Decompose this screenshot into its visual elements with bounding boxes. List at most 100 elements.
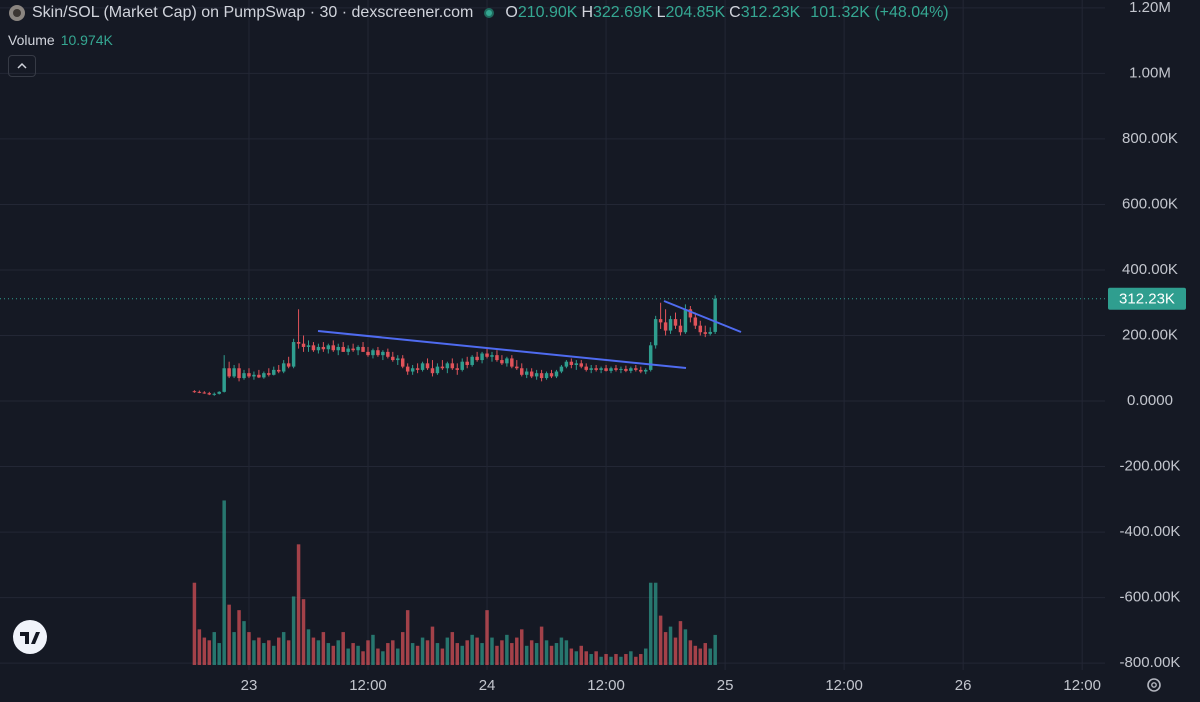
candle-body	[257, 374, 261, 378]
legend-value: 312.23K	[740, 4, 801, 21]
volume-bar	[440, 648, 445, 665]
candle-body	[594, 368, 598, 370]
candle-body	[286, 363, 291, 367]
candle-body	[569, 361, 574, 365]
y-tick-label: 800.00K	[1122, 130, 1178, 147]
candle-body	[212, 393, 216, 395]
candle-body	[207, 393, 212, 395]
candle-body	[202, 392, 207, 394]
candle-body	[634, 368, 638, 370]
candle-body	[321, 346, 326, 350]
legend-key: O	[505, 4, 518, 21]
volume-bar	[296, 544, 301, 665]
x-tick-label: 12:00	[587, 677, 625, 694]
volume-bar	[549, 645, 554, 665]
volume-bar	[262, 643, 266, 665]
candle-body	[639, 369, 643, 372]
candle-body	[539, 373, 544, 379]
volume-bar	[227, 604, 231, 665]
volume-bar	[450, 632, 455, 665]
collapse-button[interactable]	[8, 55, 36, 77]
volume-bar	[321, 632, 326, 665]
candle-body	[470, 356, 474, 365]
candle-body	[242, 373, 246, 379]
volume-bar	[574, 651, 579, 665]
candle-body	[693, 317, 698, 326]
candle-body	[673, 319, 678, 326]
y-tick-label: -400.00K	[1120, 523, 1181, 540]
volume-bar	[539, 626, 544, 665]
volume-bar	[495, 645, 499, 665]
candle-body	[237, 368, 241, 379]
candle-body	[262, 373, 266, 378]
candle-body	[688, 309, 693, 318]
candle-body	[336, 346, 340, 351]
candle-body	[614, 368, 618, 370]
candle-body	[435, 366, 440, 374]
last-price-label: 312.23K	[1119, 291, 1175, 308]
volume-bar	[554, 643, 559, 665]
token-icon	[9, 5, 25, 21]
candle-body	[653, 319, 658, 346]
volume-bar	[465, 640, 469, 665]
candle-body	[579, 363, 584, 367]
candle-body	[455, 368, 460, 370]
volume-bar	[405, 610, 410, 665]
volume-bar	[648, 582, 653, 665]
volume-bar	[490, 637, 494, 665]
y-tick-label: 400.00K	[1122, 261, 1178, 278]
volume-bar	[520, 629, 524, 665]
volume-bar	[564, 640, 569, 665]
volume-bar	[207, 640, 212, 665]
volume-bar	[505, 634, 509, 665]
volume-bar	[316, 640, 321, 665]
candle-body	[584, 366, 588, 370]
x-tick-label: 26	[955, 677, 972, 694]
volume-bar	[470, 634, 474, 665]
candle-body	[505, 358, 509, 364]
volume-bar	[286, 640, 291, 665]
volume-bar	[281, 632, 286, 665]
header: Skin/SOL (Market Cap) on PumpSwap · 30 ·…	[8, 4, 953, 22]
legend-value: 322.69K	[593, 4, 653, 21]
candle-body	[515, 366, 519, 369]
candle-body	[361, 346, 365, 352]
candle-body	[490, 355, 494, 357]
volume-bar	[326, 643, 331, 665]
volume-bar	[529, 640, 534, 665]
y-tick-label: 1.00M	[1129, 64, 1171, 81]
candle-body	[609, 368, 613, 371]
volume-bar	[658, 615, 663, 665]
chevron-icon	[17, 62, 27, 69]
volume-bar	[420, 637, 425, 665]
candle-body	[252, 374, 256, 377]
last-price-tag	[1108, 287, 1186, 310]
volume-bar	[425, 640, 430, 665]
volume-bar	[247, 632, 251, 665]
y-tick-label: 600.00K	[1122, 195, 1178, 212]
volume-bar	[460, 645, 464, 665]
candle-body	[529, 371, 534, 377]
volume-bar	[653, 582, 658, 665]
candle-body	[520, 368, 524, 375]
candle-body	[559, 366, 564, 372]
x-tick-label: 12:00	[349, 677, 387, 694]
volume-bar	[619, 656, 623, 665]
volume-bar	[455, 643, 460, 665]
volume-bar	[415, 645, 420, 665]
candle-body	[400, 358, 405, 367]
candle-body	[272, 369, 276, 375]
candle-body	[475, 356, 479, 361]
volume-bar	[584, 651, 588, 665]
candle-body	[420, 363, 425, 370]
candle-body	[316, 346, 321, 351]
volume-bar	[544, 640, 549, 665]
candle-body	[351, 348, 355, 351]
candle-body	[232, 368, 236, 377]
y-tick-label: 200.00K	[1122, 326, 1178, 343]
volume-bar	[594, 651, 598, 665]
volume-bar	[197, 629, 202, 665]
candle-body	[396, 358, 400, 361]
legend-value: 204.85K	[665, 4, 726, 21]
candle-body	[371, 350, 375, 356]
